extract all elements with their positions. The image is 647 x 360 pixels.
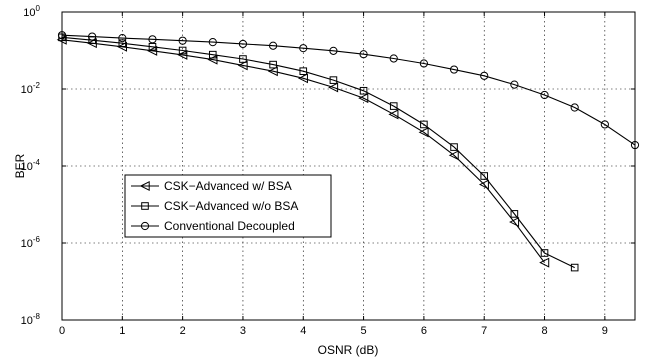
series-line	[61, 36, 575, 269]
data-point	[540, 90, 549, 100]
x-tick-label: 2	[180, 325, 186, 337]
data-point	[448, 150, 459, 161]
y-tick-label: 100	[23, 4, 40, 19]
data-point	[540, 249, 549, 257]
x-tick-label: 9	[602, 325, 608, 337]
data-point	[86, 38, 97, 49]
data-point	[478, 179, 489, 190]
data-point	[208, 50, 217, 59]
data-point	[118, 33, 127, 43]
data-point	[509, 217, 520, 228]
data-point	[419, 59, 428, 68]
series-line	[61, 39, 545, 263]
data-point	[267, 66, 278, 77]
x-axis-label: OSNR (dB)	[318, 343, 379, 357]
legend-marker	[141, 202, 149, 210]
data-point	[147, 45, 158, 56]
data-point	[297, 73, 308, 84]
data-point	[539, 257, 550, 268]
data-point	[420, 120, 428, 129]
data-point	[480, 71, 489, 80]
series-2	[58, 33, 579, 272]
legend-item: CSK−Advanced w/o BSA	[131, 199, 298, 213]
x-tick-label: 8	[541, 325, 547, 337]
x-tick-label: 4	[300, 325, 306, 337]
legend-label: CSK−Advanced w/ BSA	[164, 179, 292, 193]
x-tick-label: 1	[119, 325, 125, 337]
data-point	[359, 86, 368, 95]
data-point	[269, 60, 277, 69]
data-point	[570, 103, 579, 112]
legend-marker	[140, 221, 150, 231]
legend-item: Conventional Decoupled	[131, 219, 295, 233]
legend-label: Conventional Decoupled	[164, 219, 295, 233]
data-point	[148, 42, 157, 51]
data-point	[238, 39, 248, 49]
data-point	[449, 65, 459, 74]
axis-ticks: 0 1 2 3 4 5 6 7 8 9 100 10-2 10-4 10-6 10-8	[21, 4, 635, 337]
legend-marker	[139, 180, 150, 192]
y-tick-label: 10-4	[21, 158, 41, 173]
data-point	[329, 76, 338, 84]
data-point	[389, 102, 398, 110]
data-point	[328, 82, 339, 93]
x-tick-label: 7	[481, 325, 487, 337]
data-point	[239, 55, 247, 63]
series-3	[57, 31, 640, 150]
data-point	[178, 46, 187, 55]
data-point	[208, 38, 217, 47]
data-point	[450, 143, 458, 151]
x-tick-label: 3	[240, 325, 246, 337]
data-point	[510, 80, 519, 89]
x-tick-label: 6	[421, 325, 427, 337]
data-point	[118, 39, 127, 47]
data-point	[418, 127, 429, 138]
data-point	[329, 46, 338, 55]
series-line	[61, 34, 636, 146]
data-point	[600, 120, 609, 129]
x-tick-label: 0	[59, 325, 65, 337]
data-point	[88, 32, 97, 41]
grid	[62, 12, 635, 320]
x-tick-label: 5	[361, 325, 367, 337]
data-point	[269, 41, 278, 50]
data-point	[358, 93, 369, 104]
y-tick-label: 10-6	[21, 235, 41, 250]
data-point	[116, 41, 128, 52]
y-tick-label: 10-8	[21, 312, 41, 327]
data-point	[388, 109, 399, 120]
y-tick-label: 10-2	[21, 81, 41, 96]
legend: CSK−Advanced w/ BSA CSK−Advanced w/o BSA C…	[124, 174, 332, 238]
data-point	[57, 31, 67, 40]
data-point	[299, 44, 308, 53]
data-point	[630, 140, 640, 150]
data-point	[359, 50, 368, 59]
data-point	[178, 36, 187, 45]
legend-item: CSK−Advanced w/ BSA	[131, 179, 292, 193]
data-point	[237, 60, 248, 71]
data-point	[177, 49, 188, 60]
y-axis-label: BER	[13, 153, 27, 178]
series-1	[56, 34, 550, 268]
data-point	[510, 210, 519, 218]
data-point	[570, 263, 579, 272]
data-point	[480, 172, 489, 180]
data-point	[299, 67, 308, 75]
legend-box	[124, 174, 332, 238]
data-point	[389, 54, 398, 63]
data-point	[148, 35, 157, 44]
legend-label: CSK−Advanced w/o BSA	[164, 199, 298, 213]
series	[56, 31, 640, 272]
